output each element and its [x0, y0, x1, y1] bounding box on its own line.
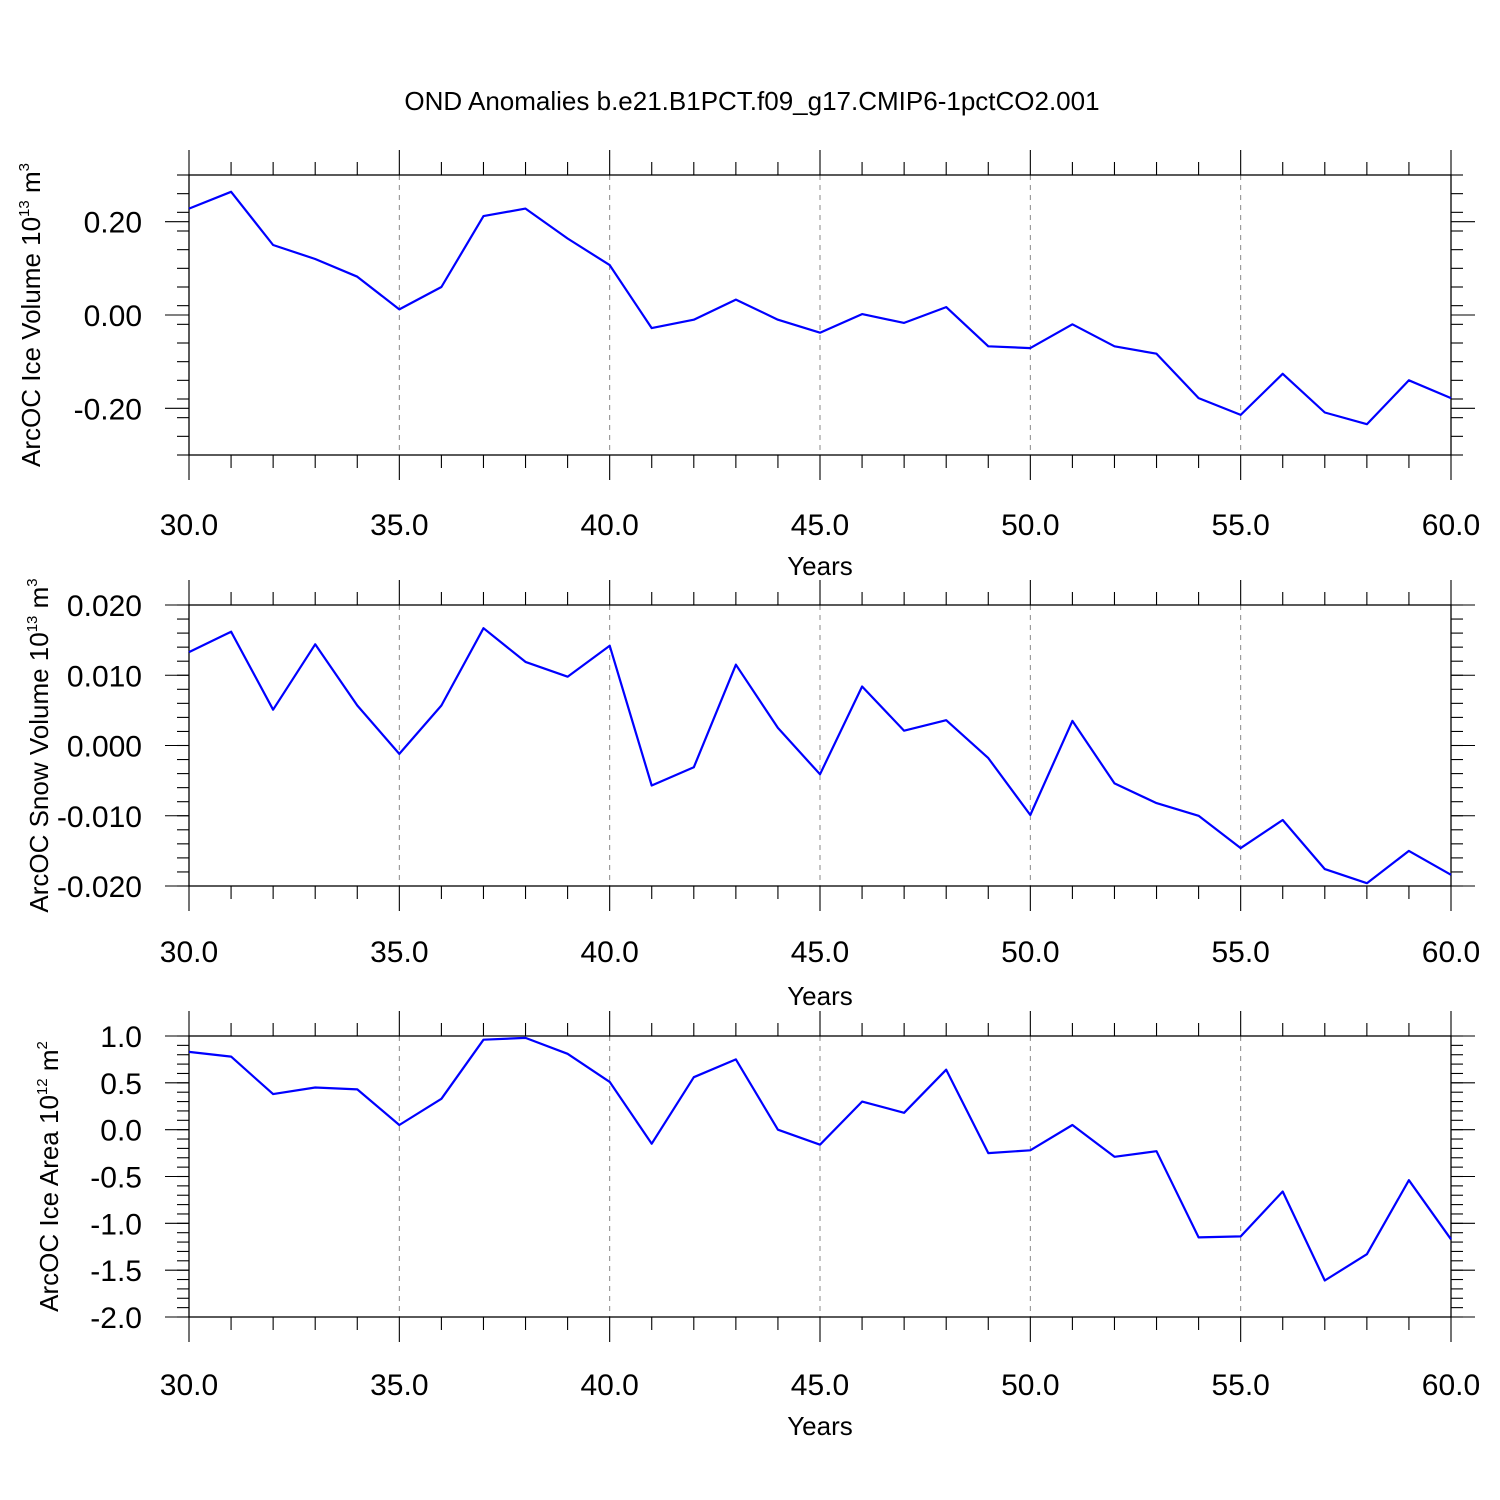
panel-ice-volume: 30.0 35.0 40.0 45.0 50.0 55.0 60.0 Years -0.20 0.…: [16, 150, 1480, 581]
x-tick-label: 60.0: [1422, 936, 1480, 969]
x-tick-label: 30.0: [160, 936, 218, 969]
y-tick-label: -0.020: [57, 871, 142, 904]
y-tick-label: 0.5: [100, 1068, 142, 1101]
y-axis-title: ArcOC Snow Volume 1013 m3: [24, 578, 54, 912]
x-tick-label: 50.0: [1001, 1369, 1059, 1402]
x-tick-label: 40.0: [580, 936, 638, 969]
y-axis-title-unit: m: [16, 171, 46, 200]
x-tick-label: 55.0: [1211, 1369, 1269, 1402]
y-tick-label: 1.0: [100, 1021, 142, 1054]
x-axis-title: Years: [787, 551, 853, 581]
x-tick-label: 50.0: [1001, 936, 1059, 969]
y-axis-title-main: ArcOC Ice Volume 10: [16, 217, 46, 467]
y-axis-title-exponent: 13: [24, 616, 41, 633]
y-axis-title-unit-exponent: 3: [16, 163, 33, 171]
x-tick-label: 45.0: [791, 1369, 849, 1402]
x-axis-title: Years: [787, 1411, 853, 1441]
x-tick-label: 40.0: [580, 1369, 638, 1402]
x-tick-label: 60.0: [1422, 509, 1480, 542]
x-tick-label: 35.0: [370, 1369, 428, 1402]
y-tick-label: -0.010: [57, 801, 142, 834]
x-tick-label: 50.0: [1001, 509, 1059, 542]
x-tick-label: 45.0: [791, 509, 849, 542]
y-tick-label: -0.20: [74, 393, 142, 426]
y-axis-title-unit: m: [34, 1050, 64, 1079]
y-tick-label: 0.010: [67, 660, 142, 693]
y-axis-title-unit-exponent: 3: [24, 578, 41, 586]
panel-snow-volume: 30.0 35.0 40.0 45.0 50.0 55.0 60.0 Years -0.020 -…: [24, 578, 1480, 1011]
y-tick-label: 0.020: [67, 590, 142, 623]
x-tick-label: 45.0: [791, 936, 849, 969]
series-line: [188, 190, 1452, 426]
y-axis-title: ArcOC Ice Area 1012 m2: [34, 1041, 64, 1312]
x-tick-label: 40.0: [580, 509, 638, 542]
y-axis-title-main: ArcOC Ice Area 10: [34, 1095, 64, 1312]
figure-title: OND Anomalies b.e21.B1PCT.f09_g17.CMIP6-…: [404, 86, 1099, 116]
x-tick-label: 35.0: [370, 509, 428, 542]
y-axis-title-unit-exponent: 2: [34, 1041, 51, 1049]
x-tick-label: 60.0: [1422, 1369, 1480, 1402]
y-tick-label: 0.0: [100, 1115, 142, 1148]
series-line: [188, 1036, 1452, 1282]
y-axis-title-exponent: 13: [16, 200, 33, 217]
x-tick-label: 55.0: [1211, 936, 1269, 969]
y-tick-label: -1.5: [90, 1255, 142, 1288]
y-tick-label: -2.0: [90, 1302, 142, 1335]
y-tick-label: 0.20: [84, 207, 142, 240]
series-line: [188, 627, 1452, 885]
y-axis-title-exponent: 12: [34, 1078, 51, 1095]
y-tick-label: -0.5: [90, 1162, 142, 1195]
y-axis-title-unit: m: [24, 587, 54, 616]
y-tick-label: -1.0: [90, 1208, 142, 1241]
panel-ice-area: 30.0 35.0 40.0 45.0 50.0 55.0 60.0 Years -2.0 -1.…: [34, 1011, 1480, 1441]
y-axis-title-main: ArcOC Snow Volume 10: [24, 632, 54, 912]
x-axis-title: Years: [787, 981, 853, 1011]
x-tick-label: 35.0: [370, 936, 428, 969]
y-tick-label: 0.00: [84, 300, 142, 333]
y-axis-title: ArcOC Ice Volume 1013 m3: [16, 163, 46, 467]
x-tick-label: 30.0: [160, 1369, 218, 1402]
x-tick-label: 55.0: [1211, 509, 1269, 542]
x-tick-label: 30.0: [160, 509, 218, 542]
y-tick-label: 0.000: [67, 731, 142, 764]
